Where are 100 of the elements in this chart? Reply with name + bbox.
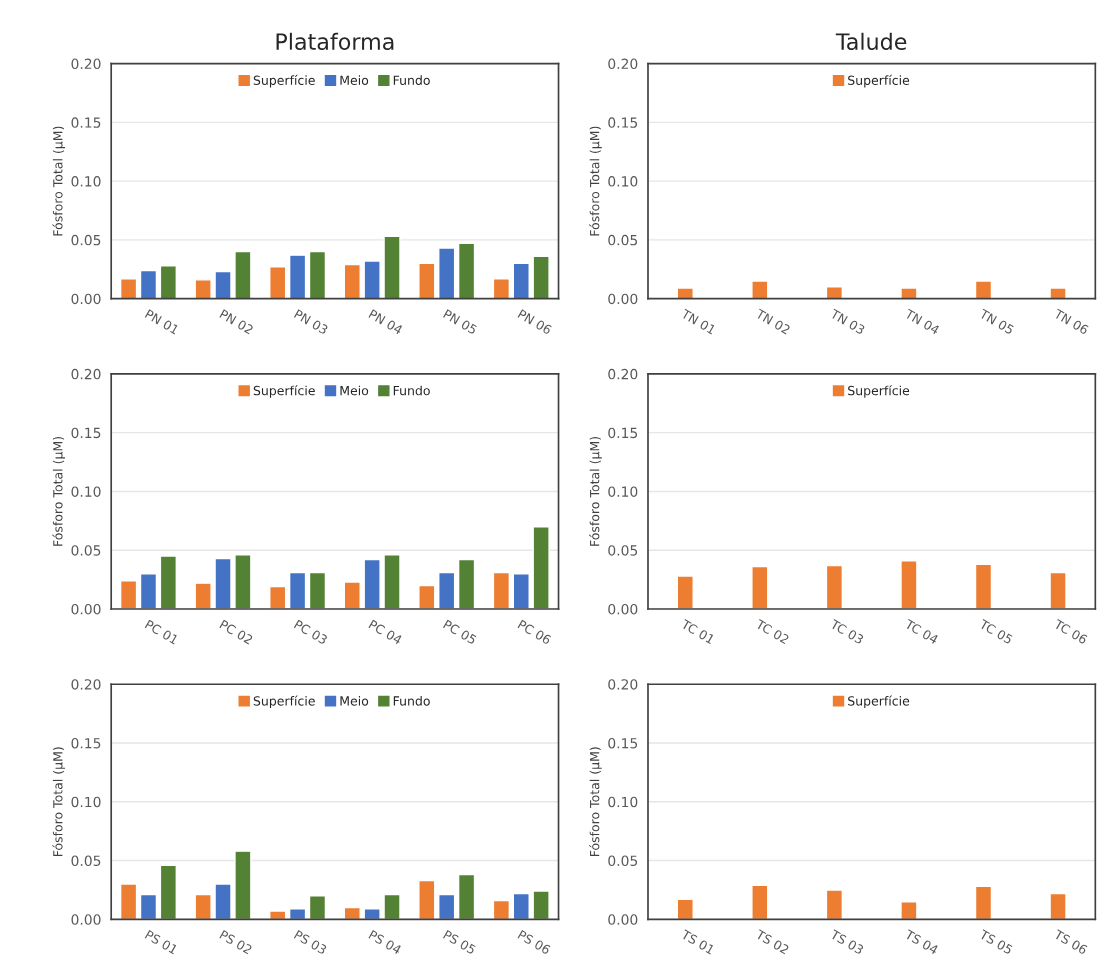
bar bbox=[288, 254, 307, 299]
bar bbox=[159, 864, 178, 920]
x-tick-label: TN 02 bbox=[754, 308, 791, 335]
x-tick-label: TC 03 bbox=[829, 618, 865, 645]
y-tick-label: 0.00 bbox=[608, 914, 638, 925]
bar bbox=[194, 893, 212, 920]
y-axis-title: Fósforo Total (µM) bbox=[52, 436, 65, 546]
y-tick-label: 0.10 bbox=[608, 486, 638, 497]
x-tick-label: TN 04 bbox=[904, 308, 941, 335]
y-tick-label: 0.15 bbox=[608, 427, 638, 439]
x-tick-label: TC 06 bbox=[1053, 618, 1088, 645]
y-tick-label: 0.15 bbox=[71, 427, 101, 439]
bar bbox=[269, 266, 287, 299]
y-axis-title: Fósforo Total (µM) bbox=[52, 747, 65, 857]
bar bbox=[900, 287, 918, 299]
bar bbox=[751, 884, 769, 920]
bar bbox=[159, 555, 178, 609]
y-tick-label: 0.20 bbox=[71, 368, 101, 380]
bar bbox=[139, 269, 158, 299]
bar bbox=[751, 280, 769, 299]
bar bbox=[492, 571, 511, 609]
y-tick-label: 0.20 bbox=[608, 679, 638, 690]
x-tick-label: TC 01 bbox=[680, 618, 715, 645]
bar bbox=[119, 580, 138, 609]
bar bbox=[214, 883, 232, 920]
bar bbox=[418, 584, 436, 609]
y-tick-label: 0.15 bbox=[71, 737, 101, 749]
legend-label: Meio bbox=[340, 75, 369, 85]
x-tick-label: TC 02 bbox=[754, 618, 790, 645]
x-tick-label: TC 04 bbox=[904, 618, 939, 645]
x-tick-label: PN 01 bbox=[144, 309, 180, 335]
bar bbox=[418, 262, 436, 299]
bar bbox=[825, 889, 844, 920]
y-tick-label: 0.00 bbox=[71, 914, 101, 925]
y-axis-title: Fósforo Total (µM) bbox=[589, 747, 602, 857]
x-tick-label: PC 02 bbox=[219, 619, 254, 645]
x-tick-label: TS 05 bbox=[978, 929, 1014, 955]
legend-label: Superfície bbox=[848, 695, 910, 709]
bar bbox=[438, 893, 456, 920]
bar bbox=[974, 563, 993, 609]
x-tick-label: TS 06 bbox=[1053, 929, 1088, 955]
x-tick-label: PS 06 bbox=[517, 929, 552, 955]
bar bbox=[288, 571, 307, 609]
bar bbox=[512, 262, 530, 299]
x-tick-label: PS 03 bbox=[293, 929, 328, 955]
bar bbox=[1049, 571, 1067, 609]
x-tick-label: PC 04 bbox=[368, 619, 403, 645]
bar bbox=[676, 575, 694, 609]
bar bbox=[308, 250, 327, 299]
bar bbox=[900, 560, 918, 609]
bar bbox=[825, 564, 844, 609]
x-tick-label: TN 05 bbox=[978, 308, 1015, 335]
bar bbox=[308, 895, 327, 920]
bar bbox=[343, 581, 361, 609]
y-tick-label: 0.00 bbox=[71, 293, 101, 305]
y-tick-label: 0.00 bbox=[608, 293, 638, 305]
bar bbox=[512, 892, 530, 920]
x-tick-label: PC 01 bbox=[144, 619, 179, 645]
bar bbox=[269, 585, 287, 609]
bar bbox=[1049, 892, 1067, 920]
y-tick-label: 0.00 bbox=[71, 603, 101, 615]
legend-label: Meio bbox=[340, 385, 369, 396]
x-tick-label: TN 01 bbox=[680, 308, 717, 335]
bar bbox=[139, 573, 158, 609]
bar bbox=[214, 557, 232, 609]
x-tick-label: TS 01 bbox=[680, 929, 715, 955]
bar bbox=[343, 263, 361, 299]
bar bbox=[438, 247, 456, 299]
bar bbox=[159, 265, 178, 299]
bar bbox=[383, 893, 401, 920]
y-tick-label: 0.10 bbox=[608, 796, 638, 808]
bar bbox=[438, 571, 456, 609]
bar bbox=[532, 526, 550, 609]
bar bbox=[676, 287, 694, 299]
bar bbox=[492, 277, 511, 299]
y-axis-title: Fósforo Total (µM) bbox=[589, 436, 602, 546]
bar bbox=[383, 235, 401, 299]
x-tick-label: PS 04 bbox=[368, 929, 403, 955]
bar bbox=[676, 898, 694, 920]
x-tick-label: PN 02 bbox=[219, 309, 254, 335]
bar bbox=[751, 565, 769, 609]
bar bbox=[418, 879, 436, 920]
bar bbox=[234, 554, 252, 609]
y-tick-label: 0.20 bbox=[608, 368, 638, 380]
bar bbox=[363, 908, 381, 920]
chart-title: Plataforma bbox=[276, 32, 394, 50]
x-tick-label: TC 05 bbox=[978, 618, 1014, 645]
y-tick-label: 0.20 bbox=[608, 58, 638, 70]
x-tick-label: PS 01 bbox=[144, 929, 178, 955]
bar bbox=[974, 885, 993, 920]
bar bbox=[234, 250, 252, 299]
x-tick-label: TS 03 bbox=[829, 929, 865, 955]
y-tick-label: 0.05 bbox=[608, 545, 638, 556]
bar bbox=[214, 270, 232, 299]
bar bbox=[457, 242, 476, 299]
x-tick-label: TS 04 bbox=[904, 929, 939, 955]
x-tick-label: PC 03 bbox=[293, 619, 328, 645]
x-tick-label: PC 05 bbox=[442, 619, 477, 645]
y-tick-label: 0.10 bbox=[71, 486, 101, 497]
legend-label: Fundo bbox=[393, 385, 430, 396]
